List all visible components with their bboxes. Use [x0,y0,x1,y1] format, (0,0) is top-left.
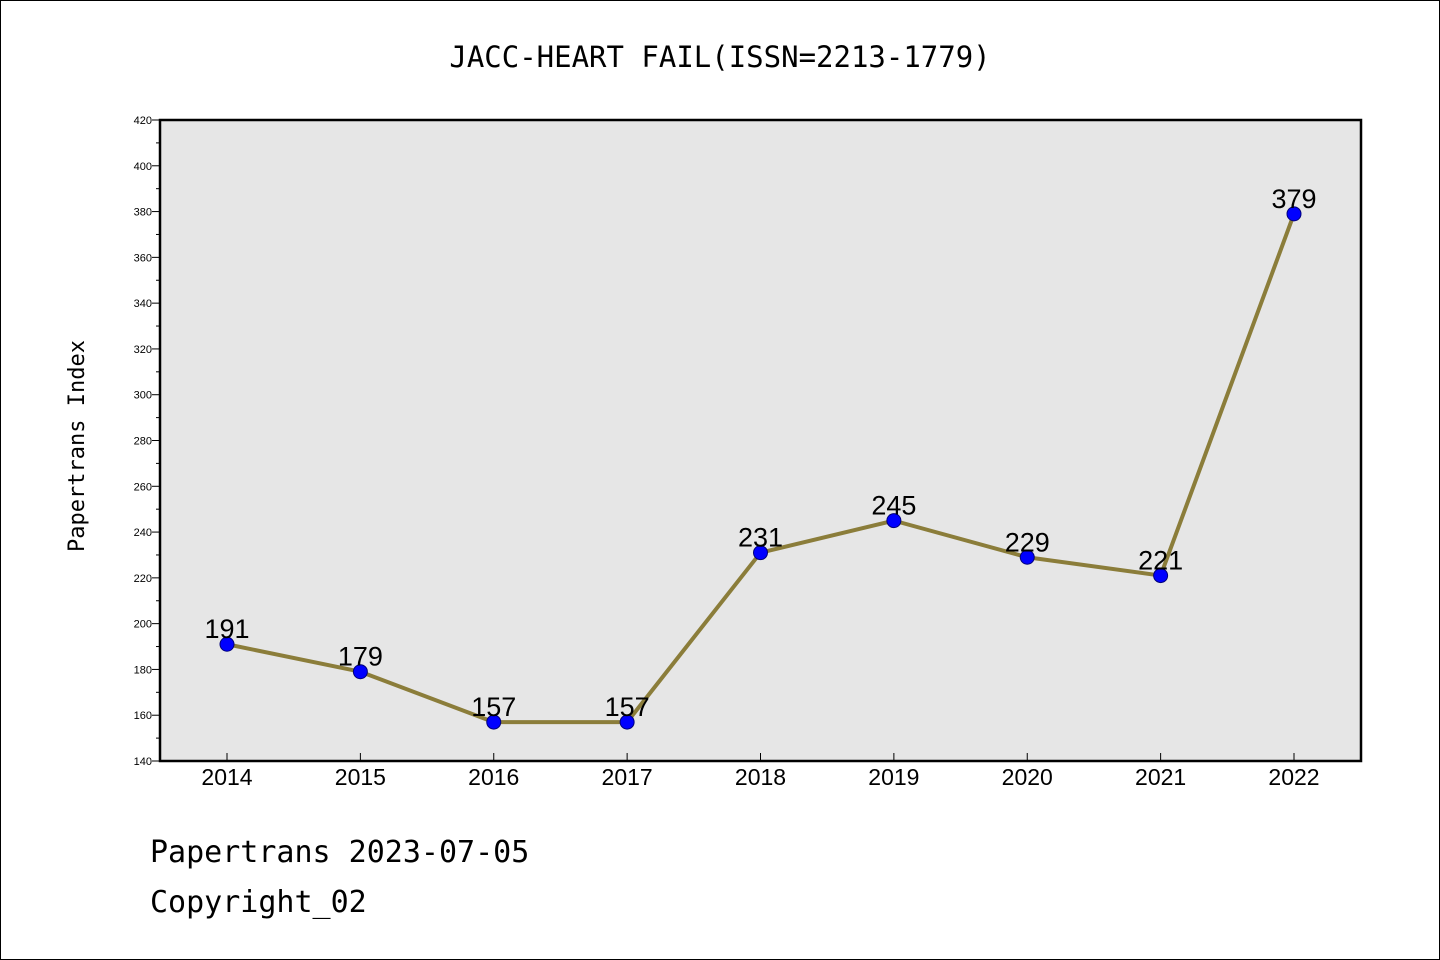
data-label: 221 [1138,546,1183,576]
y-tick-label: 360 [134,252,152,264]
data-point [1153,568,1169,584]
x-tick-label: 2015 [335,764,386,790]
data-labels: 191 179 157 157 231 245 229 221 379 [204,184,1316,722]
plot-area [158,118,1363,763]
y-tick-label: 280 [134,436,152,448]
y-tick-label: 140 [134,756,152,768]
data-label: 179 [338,642,383,672]
y-tick-label: 320 [134,344,152,356]
data-point [753,545,768,561]
data-label: 157 [605,692,650,722]
x-tick-label: 2021 [1135,764,1186,790]
y-tick-label: 260 [134,481,152,493]
data-point [886,513,902,529]
x-tick-label: 2017 [602,764,653,790]
data-point [352,664,368,680]
data-label: 229 [1005,527,1050,557]
x-axis: 2014 2015 2016 2017 2018 2019 2020 2021 2022 [201,753,1320,790]
y-tick-label: 180 [134,664,152,676]
data-point [486,714,502,730]
y-tick-label: 400 [134,161,152,173]
x-tick-label: 2020 [1002,764,1053,790]
data-label: 231 [738,523,783,553]
data-label: 379 [1271,184,1316,214]
y-tick-label: 200 [134,619,152,631]
data-point [1286,206,1302,222]
y-tick-label: 340 [134,298,152,310]
data-label: 245 [871,491,916,521]
data-point [1019,549,1035,565]
y-tick-label: 220 [134,573,152,585]
y-tick-label: 300 [134,390,152,402]
x-tick-label: 2019 [868,764,919,790]
x-tick-label: 2018 [735,764,786,790]
footer-copyright: Copyright_02 [150,885,367,920]
footer-date: Papertrans 2023-07-05 [150,835,530,870]
x-tick-label: 2014 [201,764,252,790]
y-tick-label: 160 [134,710,152,722]
y-axis-label: Papertrans Index [65,340,90,552]
x-tick-label: 2016 [468,764,519,790]
data-point [619,714,635,730]
chart-title: JACC-HEART FAIL(ISSN=2213-1779) [449,40,990,74]
x-tick-label: 2022 [1268,764,1319,790]
data-label: 157 [471,692,516,722]
y-axis: 140 160 180 200 220 240 260 280 300 320 340 360 380 4… [134,115,160,768]
series-markers [219,206,1302,730]
data-point [219,636,235,652]
y-tick-label: 380 [134,207,152,219]
data-label: 191 [204,614,249,644]
y-tick-label: 240 [134,527,152,539]
y-tick-label: 420 [134,115,152,127]
